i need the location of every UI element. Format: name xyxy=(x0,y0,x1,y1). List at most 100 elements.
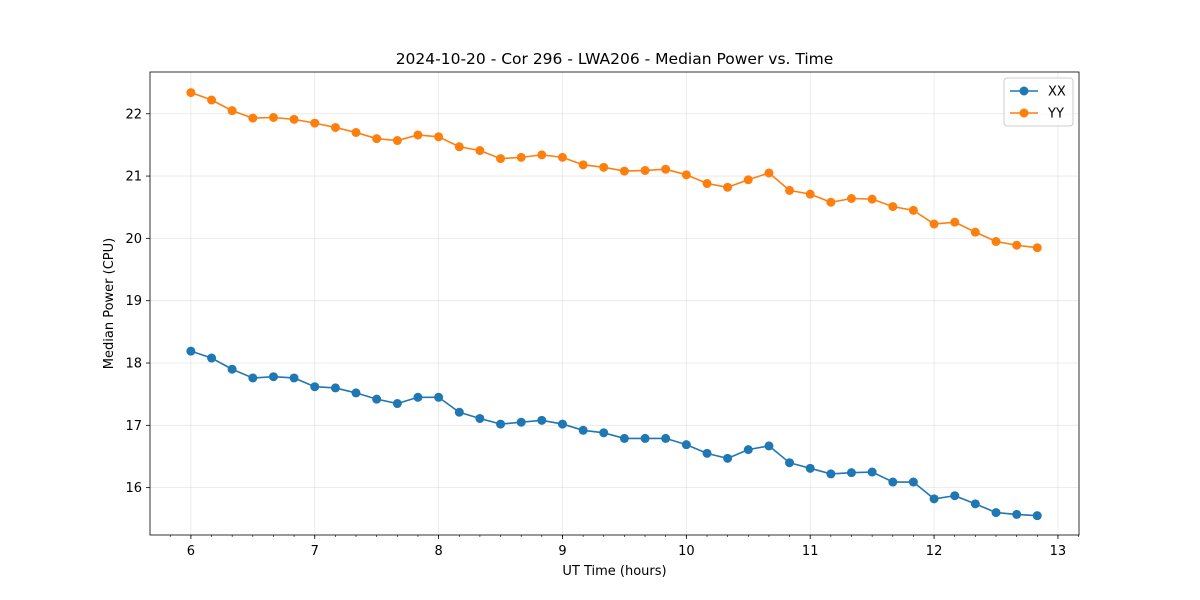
data-point-yy xyxy=(661,164,671,174)
y-tick-label: 21 xyxy=(125,170,142,185)
data-point-xx xyxy=(805,463,815,473)
x-tick-label: 9 xyxy=(558,544,566,559)
legend-marker-xx xyxy=(1019,86,1029,96)
y-tick-label: 18 xyxy=(125,357,142,372)
x-tick-label: 13 xyxy=(1050,544,1067,559)
data-point-xx xyxy=(557,419,567,429)
data-point-yy xyxy=(392,136,402,146)
data-point-xx xyxy=(207,353,217,363)
data-point-yy xyxy=(207,95,217,105)
data-point-xx xyxy=(846,468,856,478)
data-point-xx xyxy=(268,372,278,382)
y-tick-label: 20 xyxy=(125,232,142,247)
data-point-yy xyxy=(475,146,485,156)
legend-label-xx: XX xyxy=(1048,85,1066,100)
data-point-yy xyxy=(723,182,733,192)
data-point-xx xyxy=(289,373,299,383)
data-point-yy xyxy=(743,175,753,185)
axes-frame xyxy=(149,71,1080,536)
data-point-xx xyxy=(888,477,898,487)
data-point-xx xyxy=(310,382,320,392)
data-point-xx xyxy=(454,407,464,417)
data-point-xx xyxy=(434,392,444,402)
data-point-xx xyxy=(599,428,609,438)
data-point-xx xyxy=(867,467,877,477)
data-point-yy xyxy=(268,112,278,122)
data-point-xx xyxy=(537,415,547,425)
data-point-yy xyxy=(1012,240,1022,250)
y-tick-label: 16 xyxy=(125,481,142,496)
data-point-yy xyxy=(351,127,361,137)
data-point-xx xyxy=(970,499,980,509)
x-tick-label: 8 xyxy=(434,544,442,559)
y-tick-label: 19 xyxy=(125,294,142,309)
data-point-xx xyxy=(826,469,836,479)
data-point-yy xyxy=(496,154,506,164)
data-point-xx xyxy=(248,373,258,383)
data-point-yy xyxy=(599,162,609,172)
data-point-yy xyxy=(640,165,650,175)
data-point-xx xyxy=(991,508,1001,518)
data-point-xx xyxy=(764,441,774,451)
data-point-yy xyxy=(970,227,980,237)
legend: XX YY xyxy=(1003,77,1074,127)
data-point-yy xyxy=(681,170,691,180)
data-point-yy xyxy=(186,88,196,98)
data-point-xx xyxy=(516,417,526,427)
data-point-yy xyxy=(310,118,320,128)
data-point-yy xyxy=(434,132,444,142)
data-point-xx xyxy=(619,433,629,443)
x-tick-label: 11 xyxy=(802,544,819,559)
data-point-yy xyxy=(785,185,795,195)
data-point-xx xyxy=(723,453,733,463)
data-point-xx xyxy=(578,425,588,435)
data-point-xx xyxy=(413,392,423,402)
data-point-yy xyxy=(330,122,340,132)
data-point-xx xyxy=(1012,509,1022,519)
data-point-xx xyxy=(785,458,795,468)
data-point-yy xyxy=(619,166,629,176)
data-point-xx xyxy=(950,491,960,501)
data-point-yy xyxy=(413,130,423,140)
data-point-xx xyxy=(475,413,485,423)
x-tick-label: 6 xyxy=(187,544,195,559)
data-point-xx xyxy=(702,448,712,458)
data-point-yy xyxy=(867,194,877,204)
data-point-yy xyxy=(454,142,464,152)
data-point-xx xyxy=(661,433,671,443)
data-point-xx xyxy=(929,494,939,504)
data-point-xx xyxy=(330,383,340,393)
data-point-yy xyxy=(372,134,382,144)
data-point-yy xyxy=(950,217,960,227)
data-point-yy xyxy=(578,160,588,170)
x-tick-label: 7 xyxy=(311,544,319,559)
y-axis-label: Median Power (CPU) xyxy=(102,238,117,369)
x-tick-label: 10 xyxy=(678,544,695,559)
data-point-yy xyxy=(557,152,567,162)
legend-marker-yy xyxy=(1019,108,1029,118)
data-point-xx xyxy=(908,477,918,487)
data-point-yy xyxy=(248,113,258,123)
data-point-yy xyxy=(289,114,299,124)
data-point-yy xyxy=(805,189,815,199)
y-tick-label: 22 xyxy=(125,107,142,122)
data-point-xx xyxy=(640,433,650,443)
data-point-yy xyxy=(846,193,856,203)
data-point-yy xyxy=(537,150,547,160)
x-tick-label: 12 xyxy=(926,544,943,559)
data-point-yy xyxy=(764,168,774,178)
data-point-xx xyxy=(496,419,506,429)
data-point-xx xyxy=(372,394,382,404)
data-point-yy xyxy=(991,236,1001,246)
chart-title: 2024-10-20 - Cor 296 - LWA206 - Median P… xyxy=(396,50,834,68)
data-point-yy xyxy=(516,152,526,162)
data-point-xx xyxy=(186,346,196,356)
data-point-xx xyxy=(743,445,753,455)
data-point-xx xyxy=(351,388,361,398)
data-point-yy xyxy=(227,106,237,116)
data-point-yy xyxy=(826,197,836,207)
data-point-yy xyxy=(888,202,898,212)
data-point-xx xyxy=(681,440,691,450)
